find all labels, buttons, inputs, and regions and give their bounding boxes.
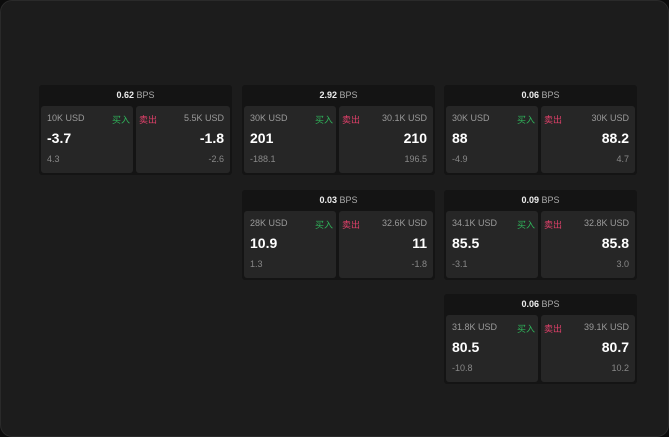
sell-price: -1.8 [199, 130, 224, 146]
quote-card: 0.62 BPS 10K USD 买入 -3.7 4.3 5.5K USD 卖出… [39, 85, 232, 175]
spread-value: 2.92 [319, 90, 337, 100]
sell-change: 10.2 [611, 363, 629, 373]
sell-price: 88.2 [601, 130, 629, 146]
sell-size: 32.8K USD [583, 218, 629, 228]
sell-price: 210 [403, 130, 427, 146]
spread-value: 0.03 [319, 195, 337, 205]
sell-panel[interactable]: 5.5K USD 卖出 -1.8 -2.6 [136, 106, 230, 173]
sell-panel[interactable]: 30.1K USD 卖出 210 196.5 [339, 106, 433, 173]
buy-panel[interactable]: 31.8K USD 买入 80.5 -10.8 [446, 315, 538, 382]
buy-panel[interactable]: 30K USD 买入 88 -4.9 [446, 106, 538, 173]
sell-change: 3.0 [616, 259, 629, 269]
sell-panel[interactable]: 32.6K USD 卖出 11 -1.8 [339, 211, 433, 278]
sell-label: 卖出 [139, 115, 158, 125]
buy-price: 88 [452, 130, 468, 146]
sell-panel[interactable]: 30K USD 卖出 88.2 4.7 [541, 106, 635, 173]
spread-header: 0.06 BPS [444, 294, 637, 314]
buy-change: 4.3 [47, 154, 60, 164]
spread-unit: BPS [136, 90, 155, 100]
buy-panel[interactable]: 10K USD 买入 -3.7 4.3 [41, 106, 133, 173]
sell-size: 39.1K USD [583, 322, 629, 332]
spread-unit: BPS [339, 90, 358, 100]
sell-size: 32.6K USD [381, 218, 427, 228]
buy-price: 80.5 [452, 339, 480, 355]
sell-label: 卖出 [544, 115, 563, 125]
spread-value: 0.06 [521, 299, 539, 309]
sell-size: 30K USD [591, 113, 629, 123]
spread-unit: BPS [339, 195, 358, 205]
buy-change: 1.3 [250, 259, 263, 269]
spread-value: 0.09 [521, 195, 539, 205]
quote-card: 0.03 BPS 28K USD 买入 10.9 1.3 32.6K USD 卖… [242, 190, 435, 280]
buy-price: -3.7 [47, 130, 72, 146]
buy-panel[interactable]: 34.1K USD 买入 85.5 -3.1 [446, 211, 538, 278]
sell-label: 卖出 [342, 115, 361, 125]
sell-label: 卖出 [342, 220, 361, 230]
buy-label: 买入 [314, 220, 333, 230]
buy-size: 30K USD [452, 113, 490, 123]
sell-change: -2.6 [208, 154, 224, 164]
sell-change: -1.8 [411, 259, 427, 269]
buy-size: 30K USD [250, 113, 288, 123]
spread-value: 0.06 [521, 90, 539, 100]
buy-label: 买入 [516, 220, 535, 230]
spread-unit: BPS [541, 90, 560, 100]
buy-change: -10.8 [452, 363, 473, 373]
quote-card: 0.06 BPS 30K USD 买入 88 -4.9 30K USD 卖出 8… [444, 85, 637, 175]
spread-unit: BPS [541, 195, 560, 205]
sell-change: 196.5 [404, 154, 427, 164]
quote-card: 0.09 BPS 34.1K USD 买入 85.5 -3.1 32.8K US… [444, 190, 637, 280]
buy-panel[interactable]: 28K USD 买入 10.9 1.3 [244, 211, 336, 278]
buy-change: -3.1 [452, 259, 468, 269]
buy-label: 买入 [314, 115, 333, 125]
spread-header: 0.09 BPS [444, 190, 637, 210]
sell-price: 85.8 [601, 235, 629, 251]
sell-size: 30.1K USD [381, 113, 427, 123]
spread-header: 2.92 BPS [242, 85, 435, 105]
sell-change: 4.7 [616, 154, 629, 164]
sell-label: 卖出 [544, 220, 563, 230]
sell-price: 80.7 [601, 339, 629, 355]
quote-card: 2.92 BPS 30K USD 买入 201 -188.1 30.1K USD… [242, 85, 435, 175]
buy-panel[interactable]: 30K USD 买入 201 -188.1 [244, 106, 336, 173]
spread-value: 0.62 [116, 90, 134, 100]
buy-change: -188.1 [250, 154, 276, 164]
sell-panel[interactable]: 32.8K USD 卖出 85.8 3.0 [541, 211, 635, 278]
buy-size: 34.1K USD [452, 218, 498, 228]
spread-header: 0.06 BPS [444, 85, 637, 105]
buy-label: 买入 [111, 115, 130, 125]
buy-label: 买入 [516, 115, 535, 125]
buy-size: 28K USD [250, 218, 288, 228]
spread-header: 0.62 BPS [39, 85, 232, 105]
sell-size: 5.5K USD [183, 113, 224, 123]
sell-price: 11 [412, 235, 427, 251]
spread-header: 0.03 BPS [242, 190, 435, 210]
buy-size: 10K USD [47, 113, 85, 123]
buy-price: 201 [250, 130, 274, 146]
sell-label: 卖出 [544, 324, 563, 334]
spread-unit: BPS [541, 299, 560, 309]
buy-label: 买入 [516, 324, 535, 334]
buy-price: 85.5 [452, 235, 480, 251]
buy-price: 10.9 [250, 235, 278, 251]
quote-card: 0.06 BPS 31.8K USD 买入 80.5 -10.8 39.1K U… [444, 294, 637, 384]
sell-panel[interactable]: 39.1K USD 卖出 80.7 10.2 [541, 315, 635, 382]
buy-change: -4.9 [452, 154, 468, 164]
buy-size: 31.8K USD [452, 322, 498, 332]
